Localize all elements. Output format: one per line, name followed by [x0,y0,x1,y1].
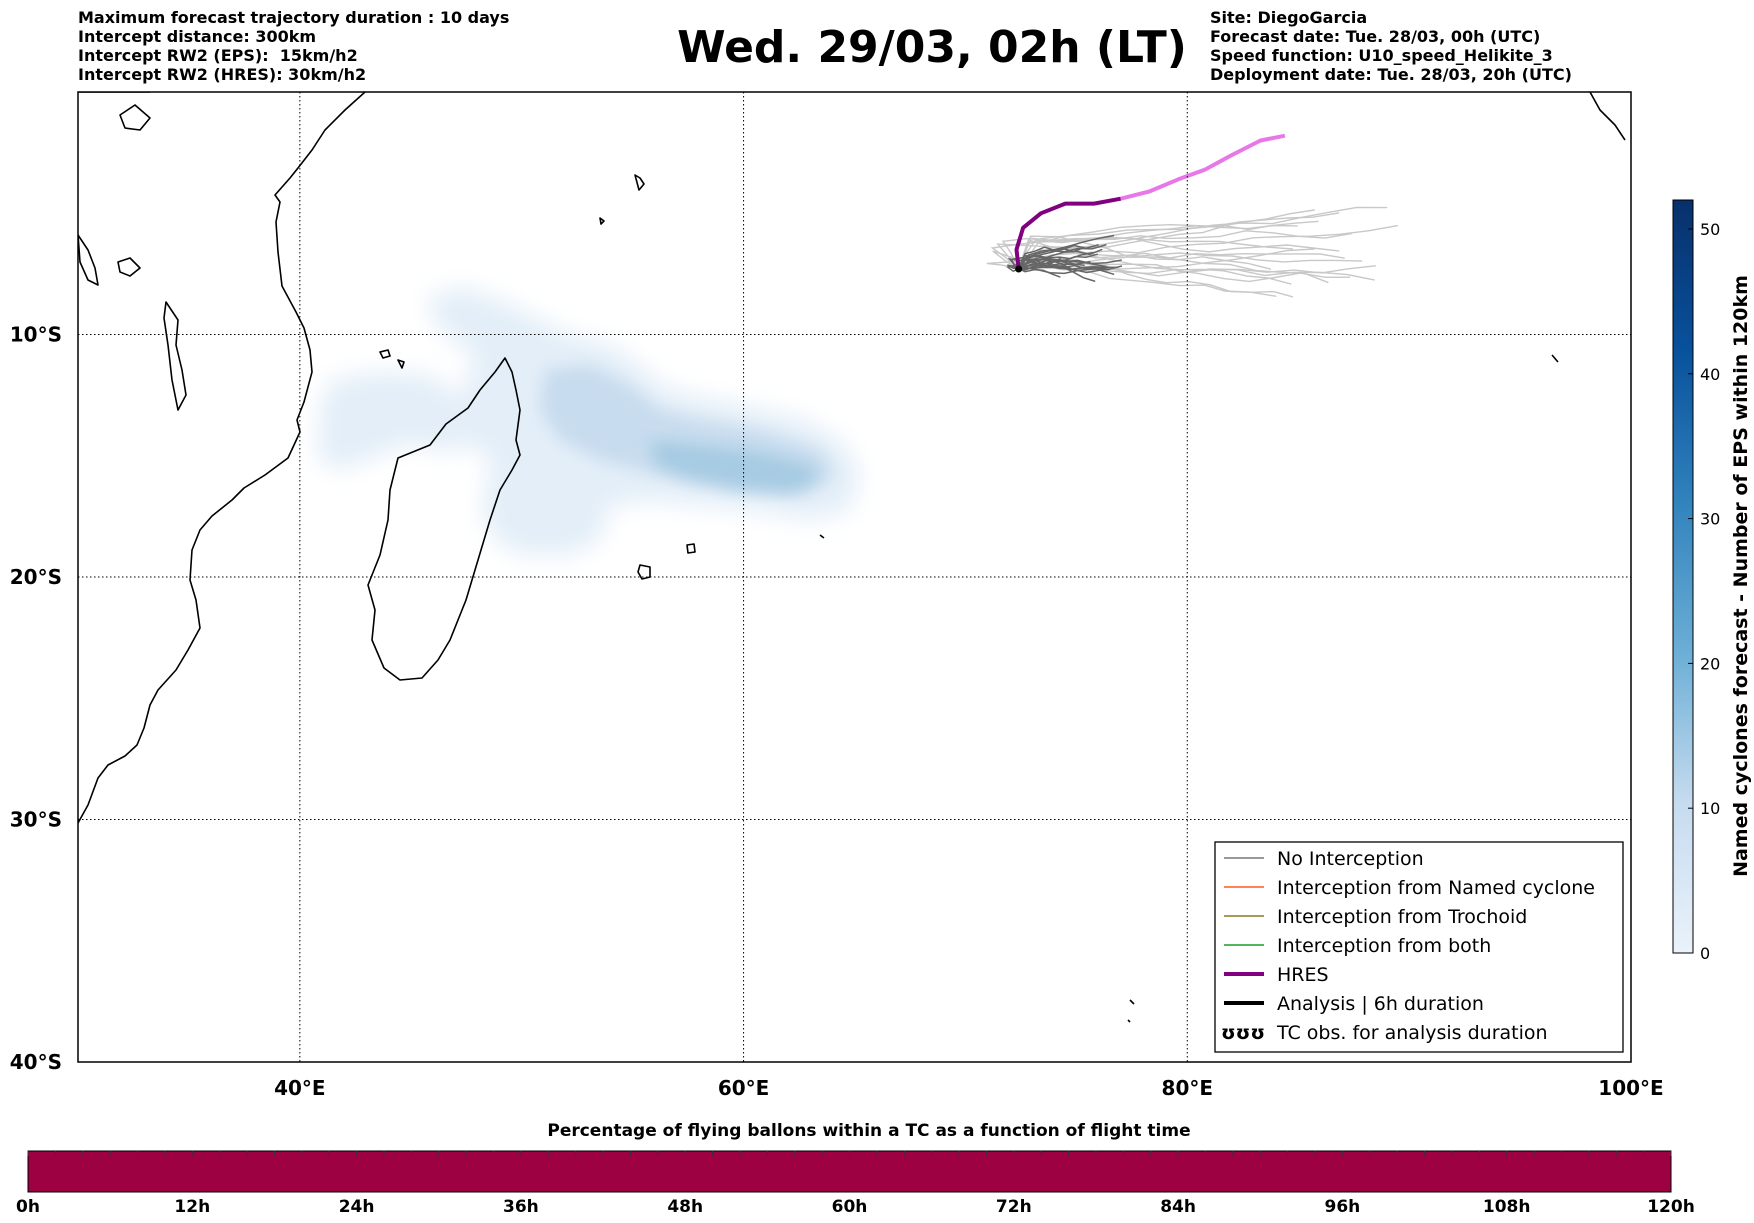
lat-label: 30°S [10,808,62,832]
ensemble-trajectory [1018,235,1329,283]
flight-time-tick-label: 96h [1325,1197,1361,1217]
info-line-site: Site: DiegoGarcia [1210,8,1368,27]
ensemble-trajectory [1017,259,1107,271]
ensemble-trajectory [1017,251,1094,270]
info-line-intercept-hres: Intercept RW2 (HRES): 30km/h2 [78,65,367,84]
map-title: Wed. 29/03, 02h (LT) [677,22,1187,73]
ensemble-trajectory [1018,230,1353,270]
info-line-deployment-date: Deployment date: Tue. 28/03, 20h (UTC) [1210,65,1572,84]
density-region-inner [650,440,820,492]
lon-label: 40°E [274,1076,326,1100]
deployment-site-marker [1015,265,1023,273]
flight-time-tick-label: 36h [503,1197,539,1217]
colorbar-tick-label: 30 [1700,510,1720,529]
info-line-intercept-distance: Intercept distance: 300km [78,27,317,46]
flight-time-bar: Percentage of flying ballons within a TC… [16,1121,1695,1217]
legend-symbol: ʊʊʊ [1221,1022,1265,1044]
colorbar-label: Named cyclones forecast - Number of EPS … [1730,275,1752,877]
flight-time-bar-fill [27,1150,1672,1193]
ensemble-trajectories [986,206,1398,298]
colorbar-tick-label: 50 [1700,220,1720,239]
ensemble-trajectory [1010,257,1072,270]
legend-label: TC obs. for analysis duration [1276,1022,1548,1044]
africa-coastline [78,92,366,824]
map-frame-border [77,91,1632,1063]
flight-time-bar-title: Percentage of flying ballons within a TC… [547,1121,1190,1141]
info-line-speed-function: Speed function: U10_speed_Helikite_3 [1210,46,1553,65]
small-islands [819,354,1559,1023]
flight-time-tick-label: 72h [996,1197,1032,1217]
reunion-coastline [686,543,696,554]
arabia-tip-coastline [78,92,151,131]
flight-time-tick-label: 48h [667,1197,703,1217]
lake-tanganyika-coastline [78,234,99,286]
legend-label: Interception from both [1277,935,1491,957]
mauritius-coastline [637,564,651,580]
colorbar-tick-label: 10 [1700,799,1720,818]
lon-label: 60°E [718,1076,770,1100]
lon-label: 100°E [1598,1076,1663,1100]
flight-time-tick-label: 24h [339,1197,375,1217]
colorbar-tick-label: 40 [1700,365,1720,384]
colorbar-gradient [1672,199,1694,954]
flight-time-tick-label: 12h [174,1197,210,1217]
eps-density-field [318,286,860,555]
flight-time-tick-label: 120h [1647,1197,1695,1217]
legend-label: HRES [1277,964,1329,986]
hres-trajectory-future [1120,133,1286,201]
flight-time-tick-label: 60h [832,1197,868,1217]
hres-trajectory-past [1014,196,1122,270]
ensemble-trajectory [986,248,1316,270]
flight-time-tick-label: 108h [1483,1197,1531,1217]
lake-malawi-coastline [163,301,187,411]
latitude-labels: 10°S 20°S 30°S 40°S [10,323,62,1075]
ensemble-trajectory [1017,264,1115,275]
colorbar-tick-label: 20 [1700,654,1720,673]
lat-label: 10°S [10,323,62,347]
colorbar-tick-label: 0 [1700,944,1710,963]
info-line-max-duration: Maximum forecast trajectory duration : 1… [78,8,510,27]
legend-label: Analysis | 6h duration [1277,993,1484,1015]
legend-label: Interception from Named cyclone [1277,877,1595,899]
madagascar-coastline [367,357,521,681]
legend-label: Interception from Trochoid [1277,906,1527,928]
ensemble-trajectory [996,243,1272,270]
sumatra-tip-coastline [1589,92,1626,141]
legend-frame [1214,841,1624,1053]
seychelles-coastline [599,174,645,225]
ensemble-trajectory [1017,263,1119,271]
ensemble-trajectory [1017,244,1107,270]
lat-label: 20°S [10,565,62,589]
ensemble-trajectory [992,250,1277,297]
colorbar: 0 10 20 30 40 50 Named cyclones forecast - Nu… [1672,199,1752,963]
map-content [78,92,1626,1023]
comoros-coastline [379,349,405,369]
flight-time-tick-label: 0h [16,1197,40,1217]
flight-time-tick-label: 84h [1160,1197,1196,1217]
header-info-left: Maximum forecast trajectory duration : 1… [78,8,509,84]
legend-box: No Interception Interception from Named c… [1214,841,1624,1053]
lat-label: 40°S [10,1050,62,1074]
coastlines [78,92,1626,1023]
lake-victoria-coastline [117,257,141,277]
graticule [78,92,1631,1062]
info-line-intercept-eps: Intercept RW2 (EPS): 15km/h2 [78,46,358,65]
header-info-right: Site: DiegoGarcia Forecast date: Tue. 28… [1210,8,1572,84]
legend-label: No Interception [1277,848,1424,870]
lon-label: 80°E [1162,1076,1214,1100]
longitude-labels: 40°E 60°E 80°E 100°E [274,1076,1664,1100]
info-line-forecast-date: Forecast date: Tue. 28/03, 00h (UTC) [1210,27,1541,46]
